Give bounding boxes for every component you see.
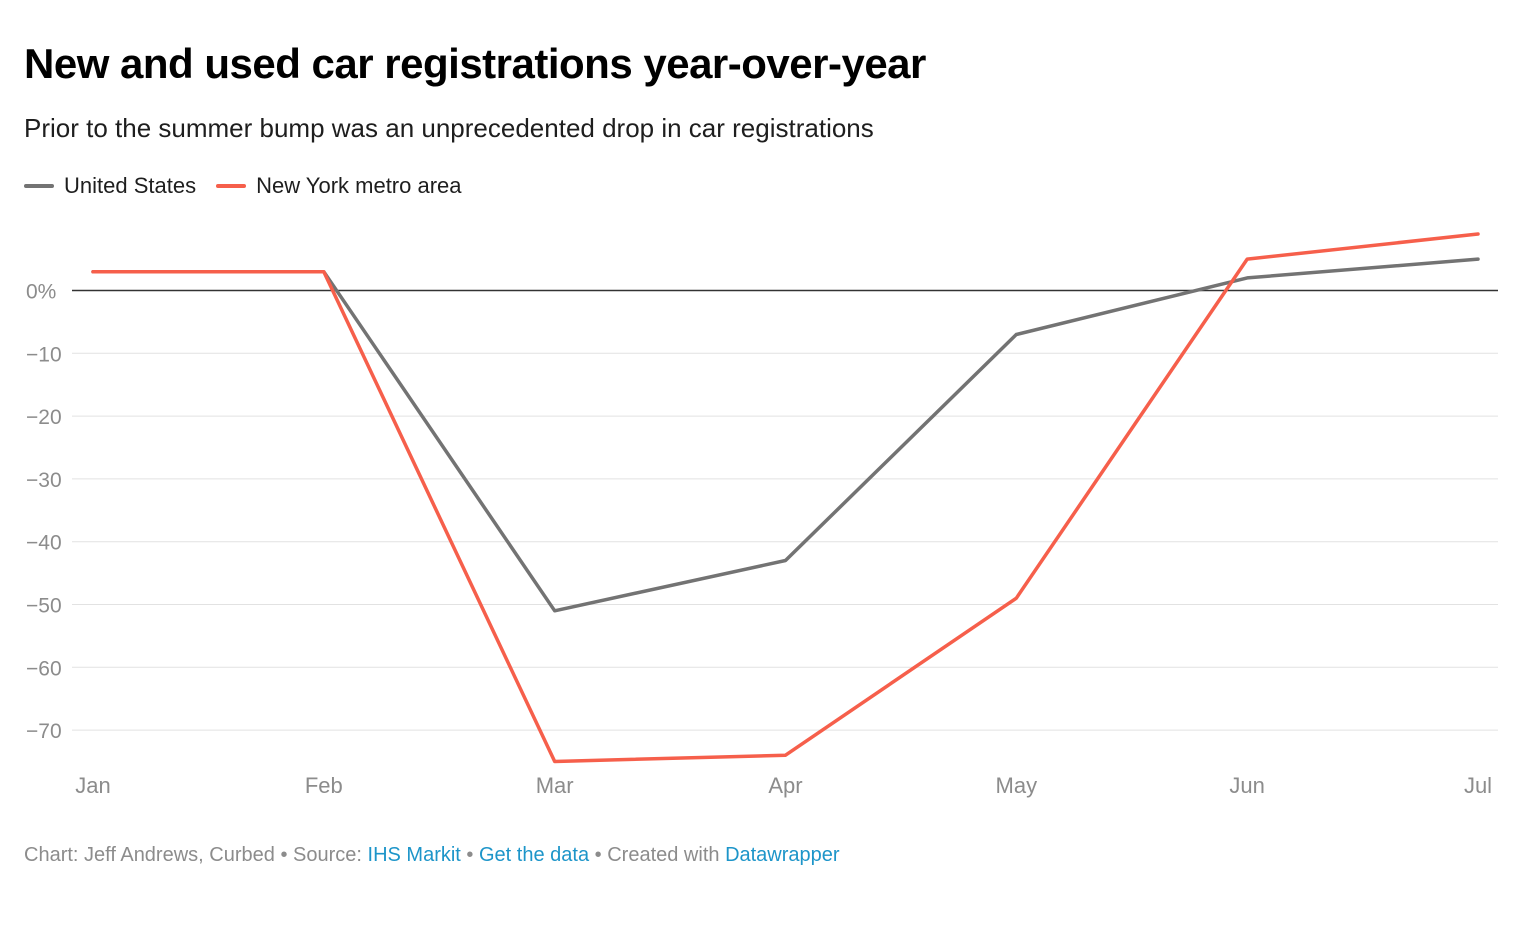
legend-swatch-united-states xyxy=(24,184,54,188)
y-tick-label: −50 xyxy=(26,595,62,618)
source-link[interactable]: IHS Markit xyxy=(367,844,461,866)
created-with-label: Created with xyxy=(607,844,720,866)
x-tick-label: Jan xyxy=(75,773,110,798)
get-the-data-link[interactable]: Get the data xyxy=(479,844,590,866)
y-tick-label: −10 xyxy=(26,343,62,366)
series-line-new-york xyxy=(91,232,1480,764)
y-tick-label: −60 xyxy=(26,657,62,680)
y-tick-label: −40 xyxy=(26,532,62,555)
series-line-united-states xyxy=(91,257,1480,613)
series-layer xyxy=(91,232,1480,764)
chart-footer: Chart: Jeff Andrews, Curbed • Source: IH… xyxy=(24,844,840,867)
x-tick-label: Apr xyxy=(768,773,802,798)
x-tick-label: Feb xyxy=(305,773,343,798)
legend: United States New York metro area xyxy=(24,173,482,199)
footer-separator: • xyxy=(594,844,602,866)
legend-item-new-york: New York metro area xyxy=(216,173,462,199)
x-tick-label: Jul xyxy=(1464,773,1492,798)
footer-separator: • xyxy=(466,844,474,866)
x-tick-label: Jun xyxy=(1229,773,1264,798)
source-label: Source: xyxy=(293,844,362,866)
legend-item-united-states: United States xyxy=(24,173,196,199)
y-tick-label: −70 xyxy=(26,720,62,743)
legend-label-united-states: United States xyxy=(64,173,197,198)
datawrapper-link[interactable]: Datawrapper xyxy=(725,844,840,866)
grid-layer: 0% −10 −20 −30 −40 −50 −60 −70 xyxy=(26,281,1498,743)
chart-subtitle: Prior to the summer bump was an unpreced… xyxy=(24,113,874,143)
x-axis-labels: Jan Feb Mar Apr May Jun Jul xyxy=(75,773,1492,798)
y-tick-label: 0% xyxy=(26,281,56,304)
x-tick-label: Mar xyxy=(536,773,574,798)
x-tick-label: May xyxy=(996,773,1038,798)
chart-credit: Chart: Jeff Andrews, Curbed xyxy=(24,844,275,866)
chart-title: New and used car registrations year-over… xyxy=(24,40,926,87)
y-tick-label: −20 xyxy=(26,406,62,429)
y-tick-label: −30 xyxy=(26,469,62,492)
footer-separator: • xyxy=(280,844,288,866)
legend-label-new-york: New York metro area xyxy=(256,173,462,198)
legend-swatch-new-york xyxy=(216,184,247,188)
